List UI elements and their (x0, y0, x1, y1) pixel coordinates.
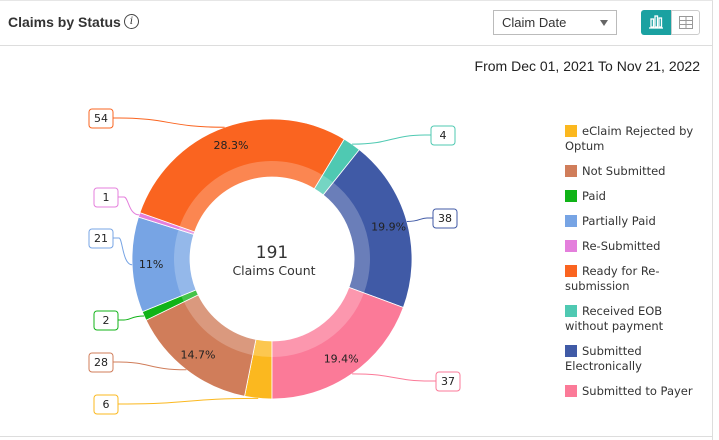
slice-ready-for-re-submission[interactable] (139, 118, 345, 233)
slice-submitted-to-payer[interactable] (271, 286, 404, 400)
slice-inner-highlight (179, 160, 323, 232)
slice-inner-highlight (173, 229, 197, 296)
from-label: From (474, 58, 508, 74)
legend-label: Partially Paid (582, 214, 656, 228)
legend-label: Submitted to Payer (582, 384, 693, 398)
slice-inner-highlight (272, 287, 364, 357)
widget-header: Claims by Status i Claim Date (0, 0, 713, 46)
value-label: 38 (438, 212, 452, 225)
legend-label: Submitted Electronically (565, 344, 642, 373)
value-label-box (93, 187, 119, 208)
legend-item[interactable]: Not Submitted (565, 164, 705, 179)
legend-item[interactable]: Paid (565, 189, 705, 204)
slice-inner-highlight (183, 294, 256, 356)
value-label-box (435, 371, 461, 392)
legend-swatch (565, 305, 577, 317)
legend-swatch (565, 215, 577, 227)
connector-line (113, 117, 225, 128)
table-view-button[interactable] (671, 10, 700, 35)
legend-item[interactable]: Submitted Electronically (565, 344, 705, 374)
bar-chart-icon (649, 15, 663, 29)
value-label-box (88, 228, 114, 249)
legend-item[interactable]: Partially Paid (565, 214, 705, 229)
legend-label: Ready for Re-submission (565, 264, 660, 293)
value-label-box (93, 394, 119, 415)
value-label-box (93, 310, 119, 331)
legend-swatch (565, 240, 577, 252)
center-label: Claims Count (232, 263, 315, 278)
connector-line (118, 397, 259, 405)
legend-swatch (565, 385, 577, 397)
widget-title: Claims by Status (8, 14, 121, 30)
divider (0, 436, 712, 437)
slice-inner-highlight (178, 226, 195, 235)
to-label: To (598, 58, 613, 74)
date-range: From Dec 01, 2021 To Nov 21, 2022 (475, 58, 700, 74)
to-date: Nov 21, 2022 (616, 58, 700, 74)
value-label: 37 (441, 375, 455, 388)
legend-label: Received EOB without payment (565, 304, 664, 333)
value-label-box (432, 208, 458, 229)
legend-label: eClaim Rejected by Optum (565, 124, 694, 153)
value-label: 28 (94, 356, 108, 369)
percent-label: 28.3% (214, 139, 249, 152)
chart-legend: eClaim Rejected by Optum Not Submitted Pai… (565, 124, 705, 409)
from-date: Dec 01, 2021 (511, 58, 595, 74)
legend-swatch (565, 165, 577, 177)
legend-label: Re-Submitted (582, 239, 661, 253)
donut-chart: 14.7% 11% 28.3% 19.9% 19.4% 6 28 2 21 1 54 4 38 37 1… (88, 108, 461, 415)
date-type-select[interactable]: Claim Date (493, 10, 617, 35)
percent-label: 19.9% (371, 221, 406, 234)
legend-swatch (565, 125, 577, 137)
legend-item[interactable]: Re-Submitted (565, 239, 705, 254)
legend-label: Paid (582, 189, 606, 203)
divider (712, 44, 713, 440)
value-label-box (430, 125, 456, 146)
chart-view-button[interactable] (641, 10, 671, 35)
value-label: 4 (440, 129, 447, 142)
info-icon[interactable]: i (124, 14, 139, 29)
slice-inner-highlight (181, 289, 199, 302)
percent-label: 14.7% (181, 349, 216, 362)
connector-line (352, 134, 431, 145)
connector-line (352, 373, 436, 382)
connector-line (113, 237, 133, 266)
value-label-box (88, 108, 114, 129)
value-label: 6 (103, 398, 110, 411)
legend-swatch (565, 265, 577, 277)
legend-item[interactable]: Received EOB without payment (565, 304, 705, 334)
slice-inner-highlight (314, 175, 334, 195)
table-grid-icon (679, 16, 693, 29)
legend-item[interactable]: Ready for Re-submission (565, 264, 705, 294)
connector-line (406, 217, 433, 222)
connector-line (118, 196, 140, 216)
value-label: 2 (103, 314, 110, 327)
percent-label: 19.4% (324, 352, 359, 365)
chevron-down-icon (600, 20, 608, 26)
value-label: 1 (103, 191, 110, 204)
connector-line (113, 361, 187, 371)
slice-inner-highlight (323, 182, 370, 293)
slice-inner-highlight (252, 339, 272, 357)
date-type-value: Claim Date (502, 15, 567, 30)
legend-swatch (565, 190, 577, 202)
center-value: 191 (256, 243, 288, 263)
value-label-box (88, 352, 114, 373)
percent-label: 11% (139, 258, 163, 271)
legend-swatch (565, 345, 577, 357)
legend-label: Not Submitted (582, 164, 666, 178)
legend-item[interactable]: Submitted to Payer (565, 384, 705, 399)
value-label: 21 (94, 232, 108, 245)
connector-line (118, 315, 145, 321)
legend-item[interactable]: eClaim Rejected by Optum (565, 124, 705, 154)
value-label: 54 (94, 112, 108, 125)
